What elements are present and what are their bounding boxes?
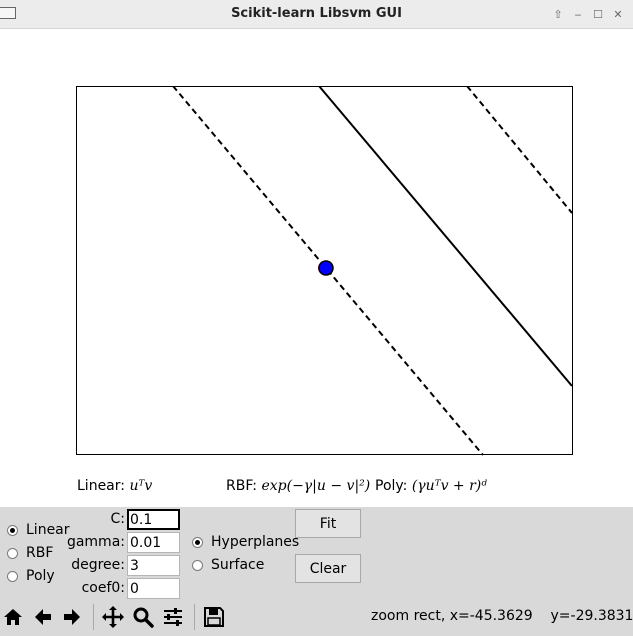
close-icon[interactable]: ✕ <box>613 7 623 21</box>
gamma-input[interactable] <box>127 532 180 553</box>
status-y: y=-29.3831 <box>550 608 633 624</box>
zoom-icon[interactable] <box>130 604 156 630</box>
rbf-kernel-prefix: RBF: <box>226 478 258 494</box>
margin-line-upper <box>466 86 573 214</box>
status-mode: zoom rect, <box>371 608 446 624</box>
back-arrow-icon[interactable] <box>30 604 56 630</box>
radio-hyperplanes[interactable]: Hyperplanes <box>192 534 299 550</box>
radio-indicator-rbf[interactable] <box>7 547 18 559</box>
window-titlebar: Scikit-learn Libsvm GUI ⇧ ‒ ☐ ✕ <box>0 0 633 29</box>
save-icon[interactable] <box>201 604 227 630</box>
window-menu-icon[interactable] <box>0 7 16 19</box>
linear-kernel-prefix: Linear: <box>77 478 125 494</box>
c-input[interactable] <box>127 509 180 530</box>
forward-arrow-icon[interactable] <box>59 604 85 630</box>
radio-poly[interactable]: Poly <box>7 568 55 584</box>
degree-label: degree: <box>71 557 125 573</box>
decision-boundary-line <box>318 86 573 387</box>
clear-button[interactable]: Clear <box>295 554 361 583</box>
radio-label-poly: Poly <box>26 568 55 584</box>
rbf-kernel-label: RBF: exp(−γ|u − v|²) <box>226 478 370 494</box>
home-icon[interactable] <box>0 604 26 630</box>
coef0-label: coef0: <box>81 580 125 596</box>
toolbar-separator <box>194 604 195 630</box>
maximize-icon[interactable]: ☐ <box>593 7 603 21</box>
radio-label-linear: Linear <box>26 522 70 538</box>
plot-svg[interactable] <box>76 86 573 456</box>
poly-kernel-formula: (γuᵀv + r)ᵈ <box>411 478 487 494</box>
radio-indicator-poly[interactable] <box>7 570 18 582</box>
radio-indicator-surface[interactable] <box>192 559 203 571</box>
c-label: C: <box>110 511 126 527</box>
gamma-label: gamma: <box>66 534 125 550</box>
radio-label-hyperplanes: Hyperplanes <box>211 534 300 550</box>
window-title: Scikit-learn Libsvm GUI <box>231 6 402 21</box>
configure-subplots-icon[interactable] <box>160 604 186 630</box>
plot-canvas[interactable] <box>76 86 573 456</box>
radio-indicator-hyperplanes[interactable] <box>192 536 203 548</box>
radio-label-surface: Surface <box>211 557 265 573</box>
pan-icon[interactable] <box>100 604 126 630</box>
linear-kernel-formula: uᵀv <box>129 478 153 494</box>
data-point-blue <box>318 260 334 276</box>
poly-kernel-label: Poly: (γuᵀv + r)ᵈ <box>375 478 487 494</box>
rbf-kernel-formula: exp(−γ|u − v|²) <box>261 478 371 494</box>
minimize-icon[interactable]: ‒ <box>574 7 582 21</box>
radio-linear[interactable]: Linear <box>7 522 70 538</box>
fit-button[interactable]: Fit <box>295 509 361 538</box>
up-arrow-icon[interactable]: ⇧ <box>553 7 563 21</box>
radio-rbf[interactable]: RBF <box>7 545 53 561</box>
degree-input[interactable] <box>127 555 180 576</box>
radio-indicator-linear[interactable] <box>7 524 18 536</box>
radio-label-rbf: RBF <box>26 545 54 561</box>
status-readout: zoom rect, x=-45.3629 y=-29.3831 <box>371 608 633 624</box>
toolbar-separator <box>93 604 94 630</box>
linear-kernel-label: Linear: uᵀv <box>77 478 152 494</box>
status-x: x=-45.3629 <box>449 608 533 624</box>
poly-kernel-prefix: Poly: <box>375 478 408 494</box>
coef0-input[interactable] <box>127 578 180 599</box>
radio-surface[interactable]: Surface <box>192 557 264 573</box>
